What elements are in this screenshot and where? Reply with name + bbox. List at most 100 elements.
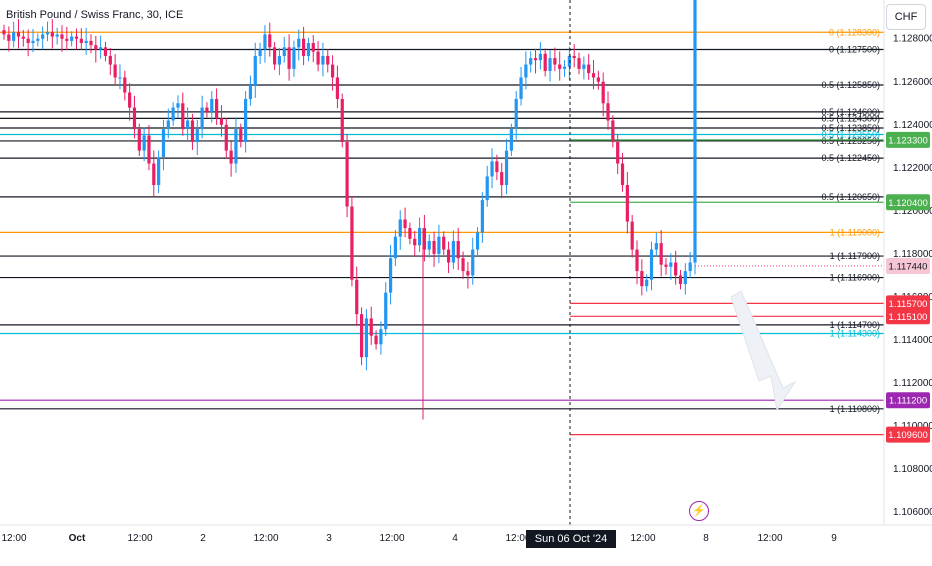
fib-level-label: 1 (1.110800) xyxy=(830,404,880,414)
candle-body xyxy=(99,47,103,50)
candle-body xyxy=(456,240,460,259)
candle-body xyxy=(427,240,431,250)
price-tag-label: 1.120400 xyxy=(888,198,928,209)
price-tick-label: 1.122000 xyxy=(893,163,932,174)
fib-level-label: 1 (1.119000) xyxy=(830,227,880,237)
candle-body xyxy=(364,318,369,358)
price-tick-label: 1.112000 xyxy=(893,378,932,389)
candle-body xyxy=(60,34,64,39)
fib-level-label: 1 (1.114700) xyxy=(830,320,880,330)
candle-body xyxy=(683,271,687,285)
price-tick-label: 1.106000 xyxy=(893,507,932,518)
candle-body xyxy=(471,249,475,276)
candle-body xyxy=(577,58,581,69)
candle-body xyxy=(171,107,175,121)
chart-title: British Pound / Swiss Franc, 30, ICE xyxy=(6,9,184,21)
candle-body xyxy=(229,150,233,164)
candle-body xyxy=(215,98,219,119)
candle-body xyxy=(587,64,591,74)
candle-body xyxy=(635,249,639,272)
candle-body xyxy=(674,262,678,276)
candle-body xyxy=(268,34,272,48)
candle-body xyxy=(413,238,417,246)
candle-body xyxy=(519,77,523,99)
time-tick-label: 12:00 xyxy=(630,533,655,544)
price-chart[interactable]: 0 (1.128300) 0 (1.127500) 0.5 (1.125850) 0.… xyxy=(0,0,932,550)
candle-body xyxy=(137,129,141,151)
candle-body xyxy=(446,249,451,263)
candle-body xyxy=(466,271,470,276)
candle-body xyxy=(490,161,494,177)
candle-body xyxy=(292,47,296,69)
candle-body xyxy=(645,279,649,287)
candle-body xyxy=(514,98,518,130)
price-tag-label: 1.115700 xyxy=(889,299,928,310)
candle-body xyxy=(166,120,170,130)
candle-body xyxy=(244,98,248,143)
candle-body xyxy=(558,64,562,69)
time-tick-label: 4 xyxy=(452,533,458,544)
candle-body xyxy=(142,135,146,151)
candle-body xyxy=(36,38,40,41)
candle-body xyxy=(234,129,238,164)
price-tag xyxy=(886,131,930,148)
fib-level-label: 0.5 (1.120650) xyxy=(821,192,880,202)
candle-body xyxy=(664,264,668,267)
candle-body xyxy=(248,86,253,99)
candle-body xyxy=(640,271,644,287)
candle-body xyxy=(306,43,311,56)
candle-body xyxy=(369,318,373,336)
candle-body xyxy=(316,51,320,65)
fib-level-label: 1 (1.116900) xyxy=(830,273,880,283)
candle-body xyxy=(596,77,600,82)
candles-layer xyxy=(2,0,697,420)
time-tick-label: Oct xyxy=(69,533,86,544)
candle-body xyxy=(451,240,455,263)
time-tick-label: 12:00 xyxy=(127,533,152,544)
fib-level-label: 0.5 (1.122450) xyxy=(821,153,880,163)
candle-body xyxy=(65,38,69,41)
lightning-icon[interactable]: ⚡ xyxy=(689,501,709,521)
candle-body xyxy=(654,243,658,250)
candle-body xyxy=(132,107,137,130)
candle-body xyxy=(84,40,88,44)
crosshair-time-label: Sun 06 Oct '24 22:00 xyxy=(526,530,616,563)
candle-body xyxy=(500,172,504,186)
price-tag xyxy=(886,295,930,312)
candle-body xyxy=(21,36,25,39)
price-tick-label: 1.118000 xyxy=(893,249,932,260)
price-tag xyxy=(886,194,930,211)
fib-level-label: 1 (1.117900) xyxy=(830,251,880,261)
candle-body xyxy=(123,77,127,93)
candle-body xyxy=(273,47,277,65)
candle-body xyxy=(26,38,30,44)
candle-body xyxy=(89,40,93,46)
candle-body xyxy=(16,32,21,37)
candle-body xyxy=(562,66,567,69)
candle-body xyxy=(437,236,441,254)
candle-body xyxy=(442,236,446,250)
price-tick-label: 1.120000 xyxy=(893,206,932,217)
candle-body xyxy=(55,34,59,37)
candle-body xyxy=(152,163,156,186)
candle-body xyxy=(258,49,262,56)
candle-body xyxy=(330,64,335,78)
candle-body xyxy=(533,58,538,61)
candle-body xyxy=(345,142,349,207)
candle-body xyxy=(567,55,571,67)
candle-body xyxy=(157,157,161,186)
candle-body xyxy=(113,64,117,78)
candle-body xyxy=(538,53,542,61)
last-price-label: 1.117440 xyxy=(889,261,928,272)
candle-body xyxy=(70,36,74,41)
candle-body xyxy=(616,142,620,164)
time-tick-label: 12:00 xyxy=(379,533,404,544)
currency-button[interactable]: CHF xyxy=(886,4,926,30)
candle-body xyxy=(282,47,286,56)
fib-level-label: 0.5 (1.123550) xyxy=(821,129,880,139)
candle-body xyxy=(504,150,509,186)
candle-body xyxy=(195,129,199,143)
last-price-tag xyxy=(886,257,930,274)
candle-body xyxy=(219,118,224,125)
fib-level-label: 0.5 (1.125850) xyxy=(821,80,880,90)
